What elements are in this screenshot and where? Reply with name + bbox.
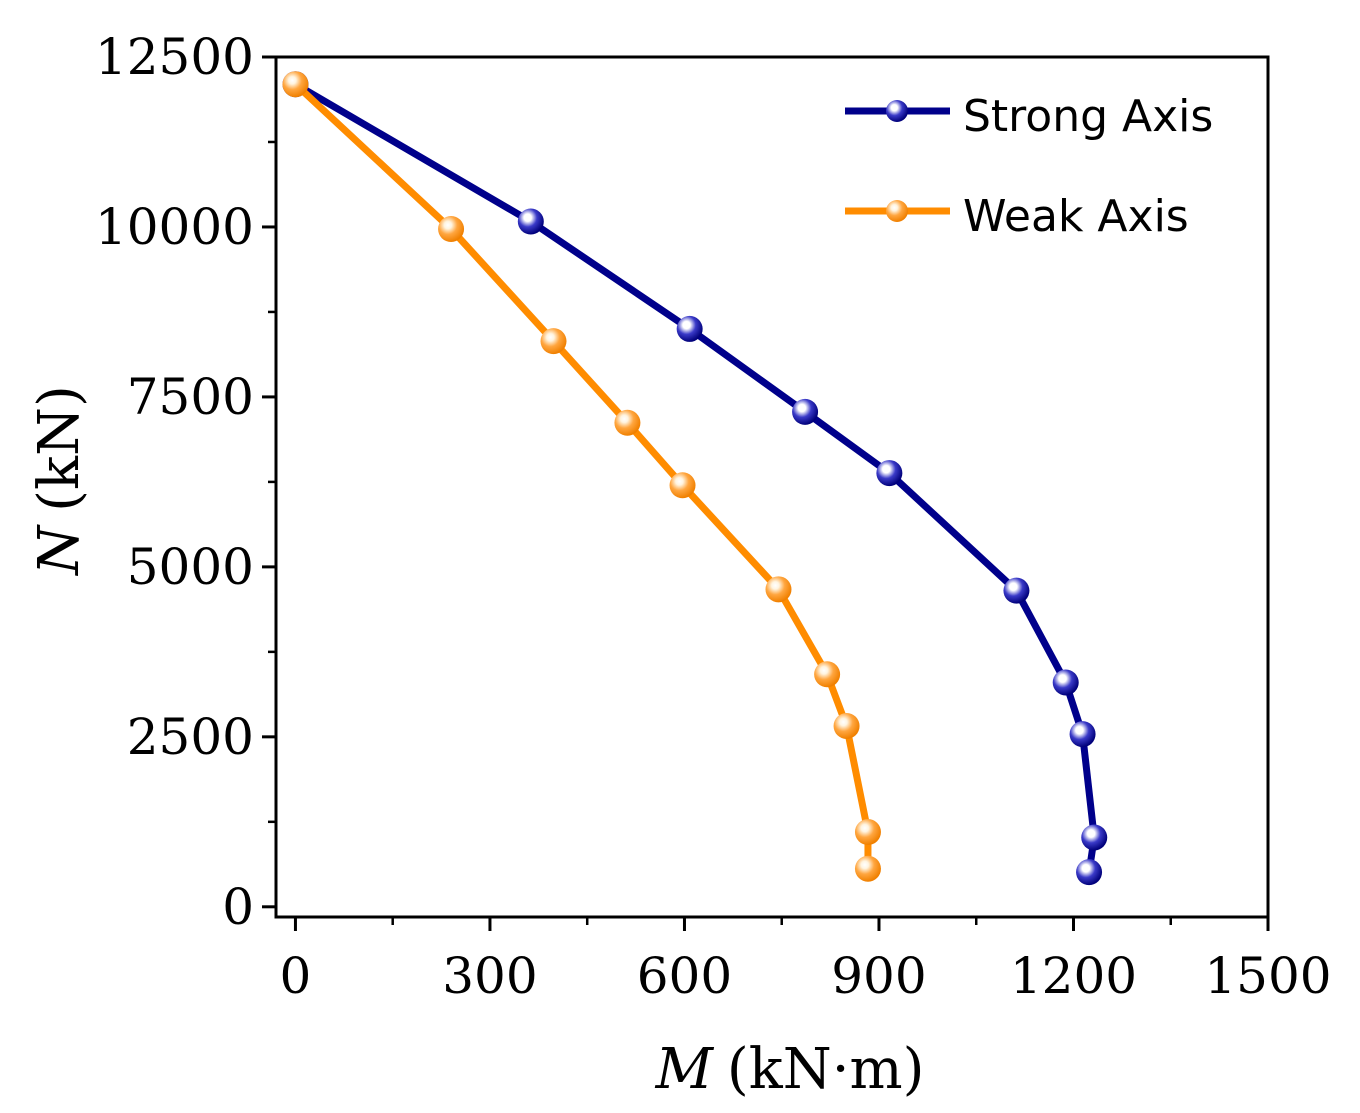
data-point (282, 71, 309, 98)
y-tick-label: 2500 (127, 708, 254, 766)
data-point (876, 460, 903, 487)
x-tick-label: 1200 (1010, 947, 1137, 1005)
data-point (1081, 824, 1108, 851)
legend: Strong Axis Weak Axis (845, 91, 1213, 242)
data-point (517, 208, 544, 235)
data-point (669, 472, 696, 499)
data-point (854, 819, 881, 846)
series-line (291, 80, 1098, 876)
data-point (1076, 859, 1103, 886)
y-axis-unit: (kN) (27, 385, 92, 512)
y-axis-title: N (kN) (27, 385, 92, 577)
y-tick-label: 5000 (127, 538, 254, 596)
data-point (814, 661, 841, 688)
y-tick-label: 0 (222, 878, 254, 936)
data-point (676, 315, 703, 342)
legend-marker-weak (886, 200, 908, 222)
data-point (540, 328, 567, 355)
data-point (614, 409, 641, 436)
legend-label-strong: Strong Axis (963, 91, 1213, 142)
series-weak-axis (282, 71, 881, 882)
legend-marker-strong (886, 100, 908, 122)
axes: 0 300 600 900 1200 1500 0 2500 5000 7500 10000 1250… (95, 28, 1332, 1005)
x-axis-unit: (kN·m) (727, 1037, 925, 1102)
data-point (1003, 577, 1030, 604)
x-tick-label: 1500 (1204, 947, 1331, 1005)
data-point (438, 216, 465, 242)
x-tick-label: 300 (442, 947, 537, 1005)
series-line (291, 80, 872, 873)
x-tick-label: 0 (280, 947, 312, 1005)
data-point (792, 398, 819, 425)
x-tick-label: 900 (831, 947, 926, 1005)
x-tick-label: 600 (637, 947, 732, 1005)
series-layer (282, 71, 1108, 886)
x-axis-symbol: M (655, 1037, 715, 1102)
y-tick-label: 7500 (127, 368, 254, 426)
data-point (833, 712, 860, 739)
data-point (1052, 669, 1079, 696)
legend-label-weak: Weak Axis (963, 191, 1189, 242)
y-axis-symbol: N (27, 524, 92, 577)
y-tick-label: 12500 (95, 28, 254, 86)
x-axis-title: M (kN·m) (655, 1037, 925, 1102)
data-point (1069, 721, 1096, 748)
data-point (854, 855, 881, 882)
plot-frame (274, 55, 1270, 919)
y-tick-label: 10000 (95, 198, 254, 256)
data-point (765, 576, 792, 603)
